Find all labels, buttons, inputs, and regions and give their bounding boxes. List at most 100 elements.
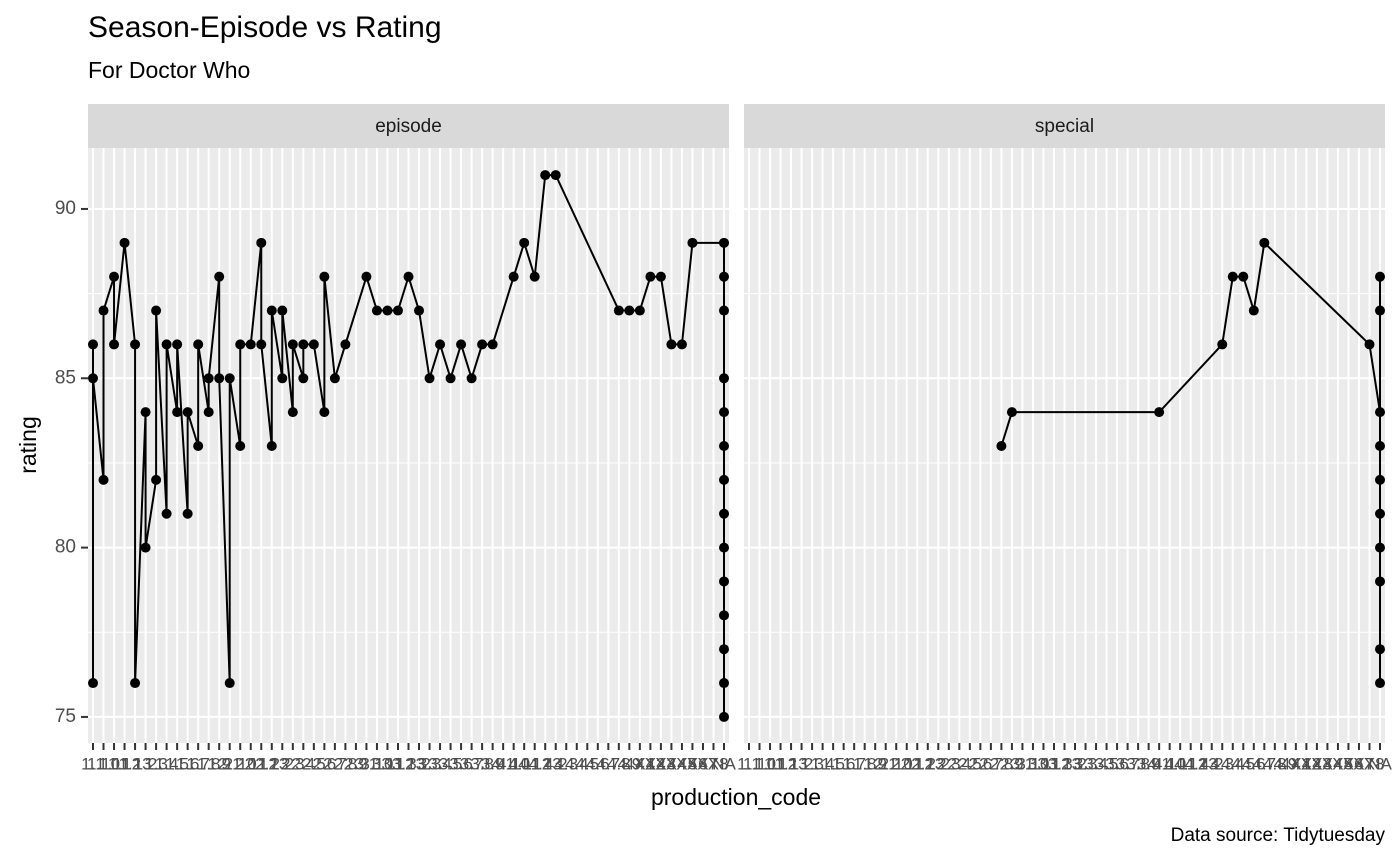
x-tick-label: 2.1 — [218, 754, 242, 773]
x-tick-label: 1.3 — [144, 754, 168, 773]
x-tick-label: 1.11 — [754, 754, 786, 773]
rating-point — [435, 339, 446, 350]
x-tick-label: 1.6 — [176, 754, 200, 773]
x-tick-label: 2.4 — [948, 754, 972, 773]
x-tick-label: 4.9 — [1274, 754, 1298, 773]
y-tick-label: 85 — [55, 367, 76, 388]
x-tick-label: 3.1 — [355, 754, 379, 773]
y-tick-label: 90 — [55, 198, 76, 219]
x-tick-label: 4X7 — [688, 754, 718, 773]
x-tick-label: 3.3 — [1074, 754, 1098, 773]
x-tick-label: 1.4 — [811, 754, 835, 773]
x-tick-label: NA — [712, 754, 736, 773]
rating-point — [1375, 644, 1385, 655]
rating-point — [193, 441, 204, 452]
x-tick-label: 1.8 — [197, 754, 221, 773]
x-tick-label: 1.3 — [800, 754, 824, 773]
rating-point — [719, 576, 729, 587]
strip-background — [88, 104, 729, 148]
rating-point — [487, 339, 498, 350]
x-tick-label: 2.11 — [235, 754, 267, 773]
rating-point — [456, 339, 467, 350]
x-tick-label: 4X3 — [1302, 754, 1332, 773]
rating-point — [266, 305, 277, 316]
x-tick-label: 3.8 — [1126, 754, 1150, 773]
rating-point — [1259, 237, 1270, 248]
rating-point — [98, 474, 109, 485]
x-tick-label: 4X2 — [1291, 754, 1321, 773]
x-tick-label: 3.3 — [418, 754, 442, 773]
rating-point — [392, 305, 403, 316]
rating-point — [182, 407, 193, 418]
strip-background — [744, 104, 1385, 148]
rating-point — [1375, 508, 1385, 519]
x-tick-label: 2.2 — [270, 754, 294, 773]
x-tick-label: 1.5 — [821, 754, 845, 773]
x-tick-label: 3.5 — [1095, 754, 1119, 773]
rating-point — [424, 373, 435, 384]
x-tick-label: 4.11 — [508, 754, 540, 773]
x-tick-label: 4X4 — [1312, 754, 1342, 773]
x-tick-label: 2.6 — [313, 754, 337, 773]
x-tick-label: 4.13 — [1185, 754, 1218, 773]
x-tick-label: 1.2 — [134, 754, 158, 773]
rating-point — [529, 271, 540, 282]
x-tick-label: 1.7 — [842, 754, 866, 773]
y-tick-label: 75 — [55, 706, 76, 727]
rating-point — [719, 373, 729, 384]
rating-point — [319, 407, 330, 418]
x-tick-label: 4.7 — [1252, 754, 1276, 773]
rating-point — [319, 271, 330, 282]
rating-point — [1375, 542, 1385, 553]
x-tick-label: 4.8 — [607, 754, 631, 773]
rating-point — [414, 305, 425, 316]
rating-point — [266, 441, 277, 452]
rating-point — [1217, 339, 1228, 350]
rating-point — [550, 170, 561, 181]
rating-point — [719, 474, 729, 485]
rating-point — [519, 237, 530, 248]
x-tick-label: 1.5 — [165, 754, 189, 773]
rating-point — [182, 508, 193, 519]
rating-point — [245, 339, 256, 350]
rating-point — [1375, 271, 1385, 282]
rating-point — [256, 237, 267, 248]
y-tick-label: 80 — [55, 537, 76, 558]
rating-point — [308, 339, 319, 350]
rating-point — [256, 339, 267, 350]
rating-point — [645, 271, 656, 282]
rating-point — [214, 271, 225, 282]
caption: Data source: Tidytuesday — [1171, 825, 1386, 846]
x-tick-label: 3.11 — [372, 754, 404, 773]
x-tick-label: 4.5 — [1231, 754, 1255, 773]
x-tick-label: 1.8 — [853, 754, 877, 773]
x-tick-label: 3.5 — [439, 754, 463, 773]
x-tick-label: 2.6 — [969, 754, 993, 773]
x-tick-label: 4.3 — [1210, 754, 1234, 773]
rating-point — [287, 339, 298, 350]
x-tick-label: 3.13 — [392, 754, 425, 773]
rating-point — [361, 271, 372, 282]
rating-point — [540, 170, 551, 181]
x-tick-label: 4.8 — [1263, 754, 1287, 773]
rating-point — [151, 474, 162, 485]
x-tick-label: 2.12 — [901, 754, 934, 773]
strip-label: episode — [375, 116, 442, 137]
x-tick-label: 2.7 — [979, 754, 1003, 773]
x-tick-label: 3.10 — [1016, 754, 1049, 773]
x-tick-label: 4.13 — [529, 754, 562, 773]
rating-point — [719, 508, 729, 519]
rating-point — [88, 678, 98, 689]
rating-point — [1375, 305, 1385, 316]
x-tick-label: NA — [1368, 754, 1392, 773]
x-tick-label: 2.5 — [958, 754, 982, 773]
x-tick-label: 4.9 — [618, 754, 642, 773]
x-axis-title: production_code — [651, 784, 821, 810]
x-tick-label: 4X5 — [1323, 754, 1353, 773]
x-tick-label: 3.7 — [1116, 754, 1140, 773]
rating-point — [235, 441, 246, 452]
x-tick-label: 3.8 — [470, 754, 494, 773]
x-tick-label: 4.5 — [575, 754, 599, 773]
rating-point — [109, 271, 120, 282]
